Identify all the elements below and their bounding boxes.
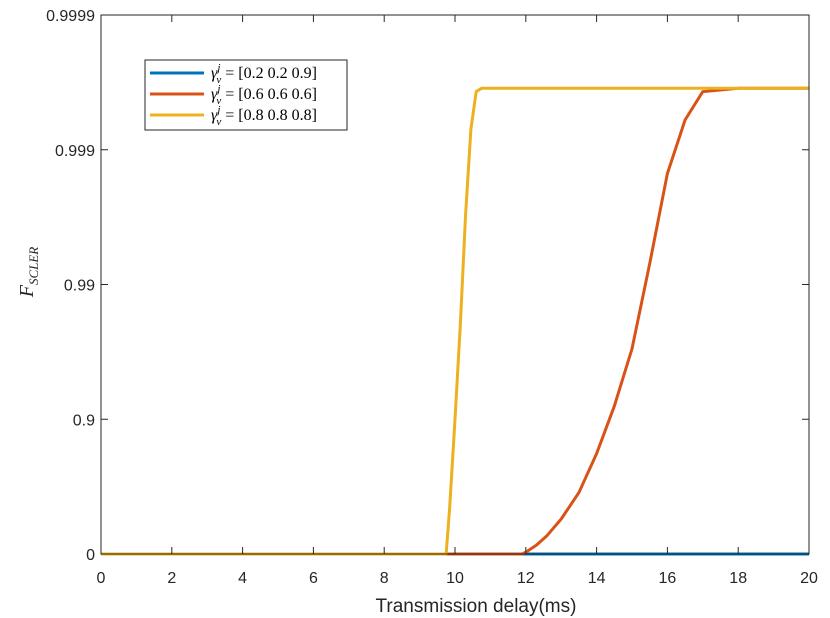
y-axis: 0 0.9 0.99 0.999 0.9999 — [46, 8, 809, 564]
y-tick-label: 0.9999 — [46, 8, 95, 25]
x-tick-label: 10 — [446, 570, 464, 587]
y-axis-title: FSCLER — [16, 247, 41, 299]
x-tick-label: 18 — [729, 570, 747, 587]
x-axis: 0 2 4 6 8 10 12 14 16 18 20 — [97, 15, 818, 587]
x-axis-title: Transmission delay(ms) — [376, 596, 577, 617]
y-tick-label: 0.999 — [55, 143, 95, 160]
x-tick-label: 0 — [97, 570, 106, 587]
legend-label-1: γj v = [0.2 0.2 0.9] — [211, 62, 317, 86]
y-axis-title-sub: SCLER — [26, 247, 41, 285]
x-tick-label: 2 — [167, 570, 176, 587]
y-tick-label: 0 — [86, 547, 95, 564]
x-tick-label: 8 — [380, 570, 389, 587]
y-tick-label: 0.9 — [73, 412, 95, 429]
y-axis-title-main: F — [16, 284, 38, 298]
x-tick-label: 4 — [238, 570, 247, 587]
x-tick-label: 6 — [309, 570, 318, 587]
x-tick-label: 20 — [800, 570, 818, 587]
series-line-2 — [101, 86, 809, 556]
x-tick-label: 12 — [517, 570, 535, 587]
legend-label-3: γj v = [0.8 0.8 0.8] — [211, 104, 317, 128]
x-tick-label: 16 — [659, 570, 677, 587]
x-tick-label: 14 — [588, 570, 606, 587]
legend: γj v = [0.2 0.2 0.9]γj v = [0.6 0.6 0.6]γj… — [144, 59, 348, 131]
y-tick-label: 0.99 — [64, 278, 95, 295]
legend-label-2: γj v = [0.6 0.6 0.6] — [211, 83, 317, 107]
series-line-3 — [101, 86, 809, 556]
